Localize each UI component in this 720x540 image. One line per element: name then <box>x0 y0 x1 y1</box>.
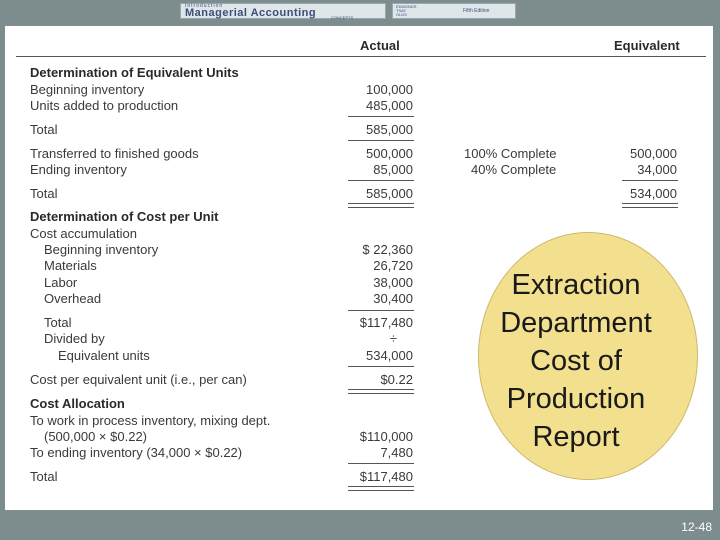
bottom-bar <box>0 514 720 540</box>
sec2-total-label: Total <box>44 315 72 330</box>
sec1-beginning-value: 100,000 <box>366 82 413 97</box>
banner-subtitle: CONCEPTS <box>331 15 354 20</box>
sec2-cpu-value: $0.22 <box>380 372 413 387</box>
page-number: 12-48 <box>681 520 712 534</box>
sec2-overhead-value: 30,400 <box>373 291 413 306</box>
edition-label: Fifth Edition <box>463 8 490 14</box>
sec1-ending-value: 85,000 <box>373 162 413 177</box>
sec2-beginning-value: $ 22,360 <box>362 242 413 257</box>
sec1-rule-4 <box>622 180 678 181</box>
banner-title: Managerial Accounting <box>185 7 317 19</box>
sec2-divided-label: Divided by <box>44 331 105 346</box>
sec2-title: Determination of Cost per Unit <box>30 209 219 224</box>
sec3-ending-value: 7,480 <box>380 445 413 460</box>
sec2-total-value: $117,480 <box>359 315 413 330</box>
sec2-labor-value: 38,000 <box>373 275 413 290</box>
sec1-added-value: 485,000 <box>366 98 413 113</box>
sec2-materials-value: 26,720 <box>373 258 413 273</box>
sec2-labor-label: Labor <box>44 275 78 290</box>
sec3-total-value: $117,480 <box>359 469 413 484</box>
sec1-total-value: 585,000 <box>366 122 413 137</box>
sec3-wip-label: To work in process inventory, mixing dep… <box>30 413 271 428</box>
banner-small-text: Introduction <box>185 3 224 9</box>
sec1-double-rule-1 <box>348 203 414 208</box>
callout-line-1: Extraction <box>511 269 641 301</box>
callout-circle <box>478 232 698 480</box>
sec1-ending-percent: 40% Complete <box>471 162 557 177</box>
sec1-ending-equivalent: 34,000 <box>637 162 677 177</box>
sec1-transferred-equivalent: 500,000 <box>630 146 677 161</box>
sec1-ending-label: Ending inventory <box>30 162 127 177</box>
author-1: EDMONDS <box>396 4 417 9</box>
sec2-beginning-label: Beginning inventory <box>44 242 159 257</box>
sec1-total2-equivalent: 534,000 <box>630 186 677 201</box>
sec2-cpu-label: Cost per equivalent unit (i.e., per can) <box>30 372 247 387</box>
sec3-title: Cost Allocation <box>30 396 125 411</box>
sec3-ending-label: To ending inventory (34,000 × $0.22) <box>30 445 243 460</box>
sec1-title: Determination of Equivalent Units <box>30 65 239 80</box>
sec1-transferred-label: Transferred to finished goods <box>30 146 199 161</box>
sec1-rule-3 <box>348 180 414 181</box>
sec1-transferred-value: 500,000 <box>366 146 413 161</box>
sec2-rule-2 <box>348 366 414 367</box>
author-2: TSAY <box>396 8 407 13</box>
sec1-transferred-percent: 100% Complete <box>464 146 557 161</box>
header-actual: Actual <box>360 38 400 53</box>
textbook-banner: Introduction Managerial Accounting CONCE… <box>180 3 386 20</box>
callout-line-3: Cost of <box>530 345 622 377</box>
sec2-divided-symbol: ÷ <box>389 331 397 346</box>
header-rule <box>16 56 706 57</box>
sec2-double-rule <box>348 389 414 394</box>
sec1-total2-value: 585,000 <box>366 186 413 201</box>
sec3-wip-value: $110,000 <box>359 429 413 444</box>
sec2-equivalent-units-label: Equivalent units <box>58 348 150 363</box>
author-3: OLDS <box>396 12 407 17</box>
sec1-total-label: Total <box>30 122 58 137</box>
sec3-rule <box>348 463 414 464</box>
callout-text: Extraction Department Cost of Production… <box>478 266 674 456</box>
callout-line-2: Department <box>500 307 652 339</box>
sec1-added-label: Units added to production <box>30 98 179 113</box>
sec2-rule-1 <box>348 310 414 311</box>
sec2-materials-label: Materials <box>44 258 97 273</box>
sec1-double-rule-2 <box>622 203 678 208</box>
sec1-beginning-label: Beginning inventory <box>30 82 145 97</box>
sec2-equivalent-units-value: 534,000 <box>366 348 413 363</box>
sec1-rule-2 <box>348 140 414 141</box>
sec2-overhead-label: Overhead <box>44 291 102 306</box>
authors-banner: EDMONDS TSAY OLDS Fifth Edition <box>392 3 516 19</box>
callout-line-5: Report <box>532 421 620 453</box>
sec2-cost-accumulation: Cost accumulation <box>30 226 137 241</box>
sec1-rule-1 <box>348 116 414 117</box>
sec3-double-rule <box>348 486 414 491</box>
callout-line-4: Production <box>506 383 646 415</box>
header-equivalent: Equivalent <box>614 38 680 53</box>
sec3-wip-calculation: (500,000 × $0.22) <box>44 429 147 444</box>
sec3-total-label: Total <box>30 469 58 484</box>
sec1-total2-label: Total <box>30 186 58 201</box>
